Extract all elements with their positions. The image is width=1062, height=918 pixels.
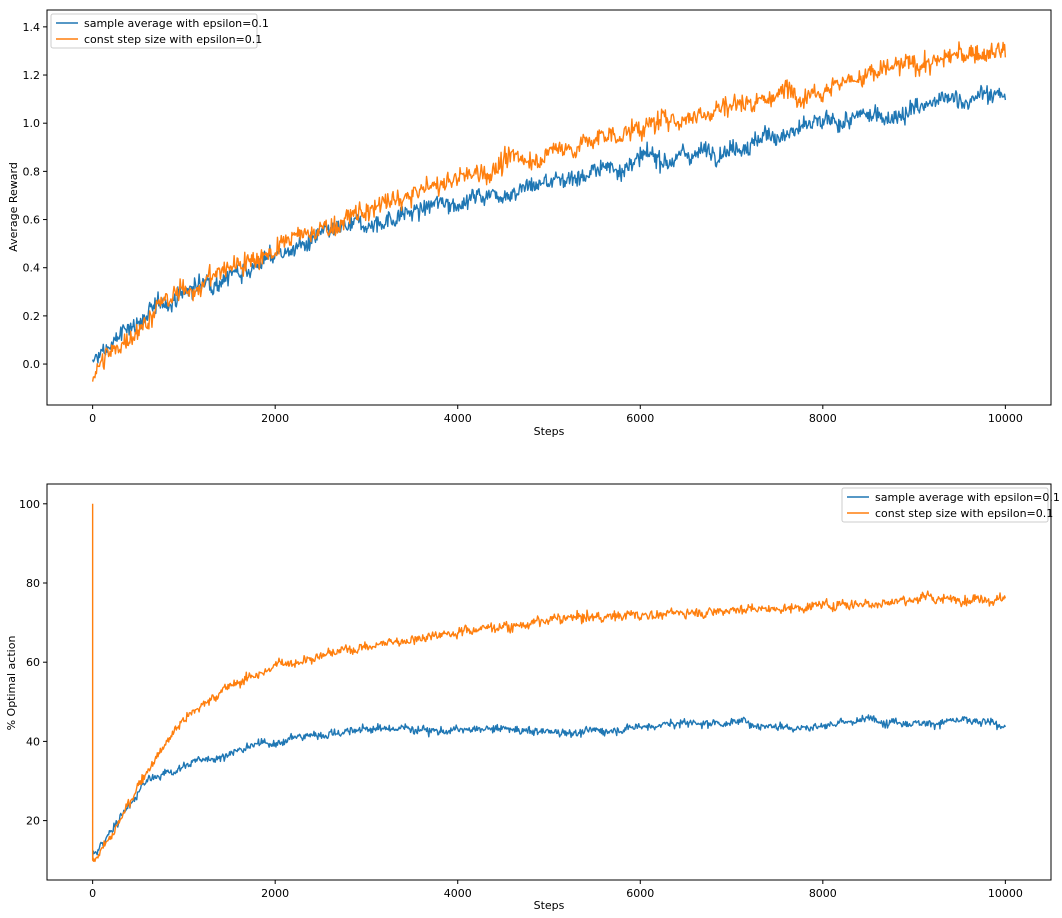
optimal-action-series-sample-average <box>91 714 1006 858</box>
reward-x-tick-label: 6000 <box>626 412 654 425</box>
reward-series-const-step <box>91 41 1007 382</box>
optimal-action-y-tick-label: 40 <box>26 735 40 748</box>
optimal-action-legend-box <box>841 487 1049 523</box>
optimal-action-x-tick-label: 2000 <box>261 887 289 900</box>
reward-plot-area <box>46 9 1052 406</box>
reward-legend-label-sample-average: sample average with epsilon=0.1 <box>84 17 269 30</box>
reward-x-tick-label: 8000 <box>809 412 837 425</box>
optimal-action-legend: sample average with epsilon=0.1 const st… <box>841 487 1060 523</box>
optimal-action-x-axis-label: Steps <box>534 899 565 912</box>
reward-y-tick-label: 1.0 <box>23 117 41 130</box>
optimal-action-y-ticks: 20 40 60 80 100 <box>19 498 47 828</box>
reward-x-tick-label: 4000 <box>444 412 472 425</box>
reward-legend: sample average with epsilon=0.1 const st… <box>50 13 269 49</box>
optimal-action-series-const-step <box>91 503 1007 863</box>
reward-x-tick-label: 10000 <box>988 412 1023 425</box>
optimal-action-plot-area <box>46 483 1052 881</box>
reward-legend-label-const-step: const step size with epsilon=0.1 <box>84 33 262 46</box>
reward-legend-box <box>50 13 258 49</box>
optimal-action-y-tick-label: 60 <box>26 656 40 669</box>
optimal-action-series-layer <box>91 503 1007 863</box>
reward-x-ticks: 0 2000 4000 6000 8000 10000 <box>89 405 1023 425</box>
optimal-action-x-ticks: 0 2000 4000 6000 8000 10000 <box>89 880 1023 900</box>
reward-series-layer <box>91 41 1007 382</box>
reward-y-tick-label: 0.8 <box>23 165 41 178</box>
optimal-action-y-tick-label: 20 <box>26 815 40 828</box>
optimal-action-legend-label-const-step: const step size with epsilon=0.1 <box>875 507 1053 520</box>
reward-x-axis-label: Steps <box>534 425 565 438</box>
reward-y-tick-label: 1.4 <box>23 21 41 34</box>
optimal-action-x-tick-label: 4000 <box>444 887 472 900</box>
reward-y-ticks: 0.0 0.2 0.4 0.6 0.8 1.0 1.2 1.4 <box>23 21 47 371</box>
reward-y-tick-label: 1.2 <box>23 69 41 82</box>
reward-x-tick-label: 0 <box>89 412 96 425</box>
reward-y-tick-label: 0.6 <box>23 214 41 227</box>
optimal-action-y-tick-label: 100 <box>19 498 40 511</box>
reward-chart: 0 2000 4000 6000 8000 10000 0.0 0.2 0.4 0.6 0.8 1.… <box>7 9 1052 438</box>
optimal-action-chart: 0 2000 4000 6000 8000 10000 20 40 60 80 100 Steps… <box>5 483 1060 912</box>
optimal-action-y-tick-label: 80 <box>26 577 40 590</box>
reward-y-axis-label: Average Reward <box>7 162 20 252</box>
reward-y-tick-label: 0.2 <box>23 310 41 323</box>
optimal-action-x-tick-label: 10000 <box>988 887 1023 900</box>
optimal-action-x-tick-label: 6000 <box>626 887 654 900</box>
optimal-action-legend-label-sample-average: sample average with epsilon=0.1 <box>875 491 1060 504</box>
optimal-action-x-tick-label: 8000 <box>809 887 837 900</box>
optimal-action-y-axis-label: % Optimal action <box>5 636 18 731</box>
optimal-action-x-tick-label: 0 <box>89 887 96 900</box>
reward-y-tick-label: 0.4 <box>23 262 41 275</box>
reward-x-tick-label: 2000 <box>261 412 289 425</box>
reward-y-tick-label: 0.0 <box>23 358 41 371</box>
